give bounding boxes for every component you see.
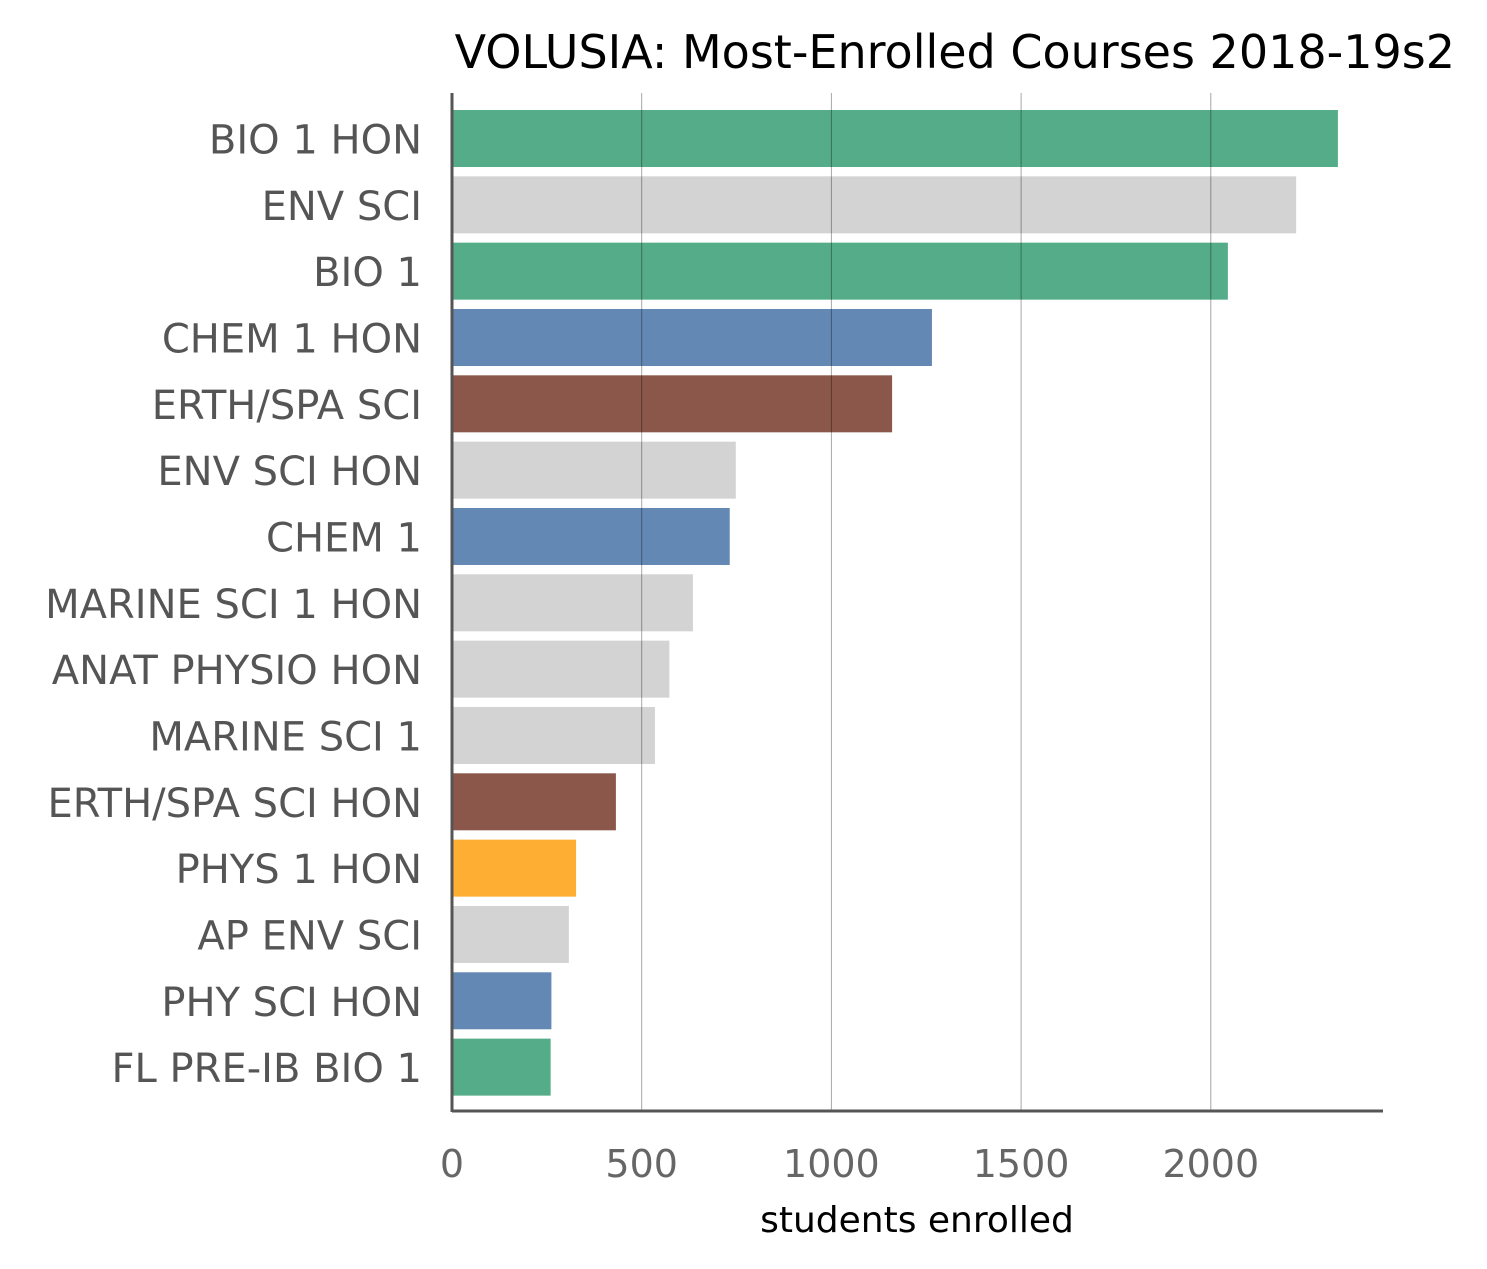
bar — [452, 706, 655, 764]
category-label: ERTH/SPA SCI — [152, 383, 422, 429]
bar — [452, 839, 577, 897]
bar — [452, 1038, 551, 1096]
x-tick-label: 1000 — [783, 1142, 880, 1186]
x-tick-label: 1500 — [973, 1142, 1070, 1186]
category-label: ENV SCI — [262, 184, 422, 230]
x-tick-label: 2000 — [1162, 1142, 1259, 1186]
chart-title: VOLUSIA: Most-Enrolled Courses 2018-19s2 — [455, 25, 1455, 79]
category-label: CHEM 1 HON — [162, 316, 422, 362]
bars-group — [452, 110, 1338, 1096]
category-label: ANAT PHYSIO HON — [52, 648, 422, 694]
category-label: PHYS 1 HON — [176, 847, 422, 893]
bar — [452, 574, 693, 632]
bar — [452, 308, 932, 366]
category-label: BIO 1 HON — [209, 118, 422, 164]
x-axis-label: students enrolled — [760, 1200, 1074, 1241]
bar — [452, 905, 569, 963]
category-label: ENV SCI HON — [157, 449, 422, 495]
category-label: CHEM 1 — [266, 515, 422, 561]
category-label: ERTH/SPA SCI HON — [48, 781, 423, 827]
category-label: FL PRE-IB BIO 1 — [112, 1046, 422, 1092]
category-label: MARINE SCI 1 HON — [45, 582, 422, 628]
category-label: AP ENV SCI — [197, 913, 422, 959]
x-tick-labels: 0 500 1000 1500 2000 — [440, 1142, 1259, 1186]
bar — [452, 972, 552, 1030]
gridlines — [641, 93, 1212, 1111]
category-label: BIO 1 — [313, 250, 422, 296]
bar — [452, 242, 1228, 300]
category-label: PHY SCI HON — [161, 980, 422, 1026]
x-tick-label: 0 — [440, 1142, 464, 1186]
bar — [452, 441, 736, 499]
bar — [452, 375, 893, 433]
x-tick-label: 500 — [605, 1142, 678, 1186]
category-label: MARINE SCI 1 — [149, 714, 422, 760]
bar — [452, 110, 1338, 167]
category-labels: BIO 1 HON ENV SCI BIO 1 CHEM 1 HON ERTH/SPA … — [45, 118, 422, 1093]
bar — [452, 773, 616, 831]
bar — [452, 176, 1297, 234]
bar — [452, 507, 730, 565]
bar — [452, 640, 670, 698]
